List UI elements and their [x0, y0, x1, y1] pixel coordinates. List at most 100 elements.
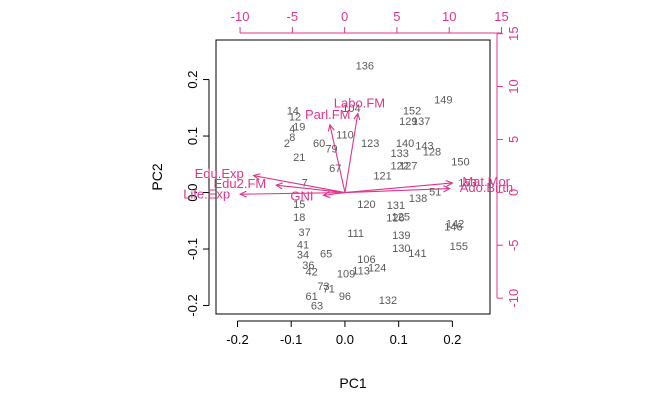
- variable-label: Labo.FM: [334, 96, 385, 111]
- observation-label: 138: [409, 193, 427, 205]
- observation-label: 67: [329, 163, 341, 175]
- x-tick-label: 0.1: [390, 332, 408, 347]
- right-tick-label: 0: [506, 189, 521, 196]
- variable-label: Mat.Mor: [462, 174, 510, 189]
- observation-label: 121: [373, 171, 391, 183]
- top-tick-label: 5: [393, 9, 400, 24]
- observation-label: 104: [342, 103, 360, 115]
- observation-label: 122: [391, 160, 409, 172]
- top-tick-label: 0: [341, 9, 348, 24]
- observation-label: 137: [412, 116, 430, 128]
- observation-label: 133: [391, 148, 409, 160]
- loading-arrow: [344, 182, 453, 194]
- top-tick-label: 15: [494, 9, 508, 24]
- x-tick-label: 0.0: [336, 332, 354, 347]
- variable-label: Edu.Exp: [195, 166, 244, 181]
- observation-label: 37: [299, 227, 311, 239]
- observation-label: 21: [293, 152, 305, 164]
- arrow-head: [353, 112, 361, 121]
- variable-label: Life.Exp: [183, 186, 230, 201]
- observation-label: 141: [408, 248, 426, 260]
- observation-label: 113: [352, 265, 370, 277]
- observation-label: 36: [302, 260, 314, 272]
- y-axis-right: -10 -5 0 5 10 15: [496, 26, 521, 308]
- top-tick-label: -10: [231, 9, 250, 24]
- observation-label: 4: [289, 124, 295, 136]
- observation-label: 110: [336, 129, 354, 141]
- observation-label: 143: [415, 141, 433, 153]
- observation-label: 73: [317, 281, 329, 293]
- observation-label: 15: [293, 199, 305, 211]
- observation-label: 41: [297, 240, 309, 252]
- observation-label: 149: [434, 94, 452, 106]
- observation-label: 8: [289, 132, 295, 144]
- observation-label: 19: [293, 121, 305, 133]
- loading-arrow: [276, 184, 345, 194]
- observation-label: 128: [423, 146, 441, 158]
- loading-arrow: [344, 188, 450, 194]
- observation-label: 106: [357, 254, 375, 266]
- x-tick-label: 0.2: [443, 332, 461, 347]
- top-tick-label: -5: [287, 9, 299, 24]
- observation-label: 123: [361, 138, 379, 150]
- observation-label: 61: [306, 291, 318, 303]
- loading-arrow: [329, 124, 346, 193]
- arrow-head: [443, 185, 451, 193]
- variable-label: Edu2.FM: [213, 176, 266, 191]
- y-tick-label: -0.2: [185, 294, 200, 316]
- right-tick-label: 10: [506, 79, 521, 93]
- observation-label: 139: [392, 230, 410, 242]
- variable-label: GNI: [290, 189, 313, 204]
- observation-label: 18: [293, 212, 305, 224]
- arrow-head: [322, 191, 331, 199]
- y-tick-label: 0.1: [185, 127, 200, 145]
- y-axis-title: PC2: [149, 163, 165, 190]
- y-tick-label: 0.0: [185, 183, 200, 201]
- arrow-head: [445, 179, 454, 187]
- y-tick-label: -0.1: [185, 238, 200, 260]
- observation-label: 51: [429, 186, 441, 198]
- observation-label: 63: [311, 301, 323, 313]
- observation-label: 42: [306, 267, 318, 279]
- arrow-head: [274, 182, 283, 190]
- variable-label: Parl.FM: [305, 107, 351, 122]
- observation-label: 34: [297, 250, 309, 262]
- observation-label: 150: [451, 156, 469, 168]
- observation-label: 130: [392, 243, 410, 255]
- observation-label: 155: [450, 241, 468, 253]
- x-tick-label: -0.2: [226, 332, 248, 347]
- observation-label: 129: [399, 116, 417, 128]
- loading-arrow: [323, 191, 346, 196]
- observation-label: 7: [302, 177, 308, 189]
- observation-label: 153: [458, 177, 476, 189]
- observation-label: 120: [357, 199, 375, 211]
- observation-label: 142: [446, 219, 464, 231]
- loading-arrow: [253, 175, 346, 194]
- x-axis-bottom: -0.2 -0.1 0.0 0.1 0.2: [226, 320, 461, 347]
- observation-label: 126: [386, 212, 404, 224]
- arrow-head: [327, 123, 335, 132]
- y-axis-left: -0.2 -0.1 0.0 0.1 0.2: [185, 71, 210, 317]
- x-tick-label: -0.1: [280, 332, 302, 347]
- variable-label: Ado.Birth: [460, 180, 513, 195]
- y-tick-label: 0.2: [185, 71, 200, 89]
- top-tick-label: 10: [442, 9, 456, 24]
- observation-label: 152: [403, 106, 421, 118]
- observation-label: 109: [337, 268, 355, 280]
- observation-label: 127: [399, 160, 417, 172]
- plot-frame: [215, 39, 491, 315]
- arrow-head: [252, 173, 261, 181]
- observation-label: 136: [356, 60, 374, 72]
- observation-label: 131: [387, 200, 405, 212]
- observation-label: 2: [284, 138, 290, 150]
- observation-label: 65: [320, 249, 332, 261]
- observation-label: 125: [392, 211, 410, 223]
- right-tick-label: 5: [506, 136, 521, 143]
- observation-label: 111: [347, 228, 364, 240]
- observation-label: 140: [396, 138, 414, 150]
- observation-label: 71: [323, 284, 335, 296]
- right-tick-label: 15: [506, 26, 521, 40]
- x-axis-title: PC1: [339, 375, 366, 391]
